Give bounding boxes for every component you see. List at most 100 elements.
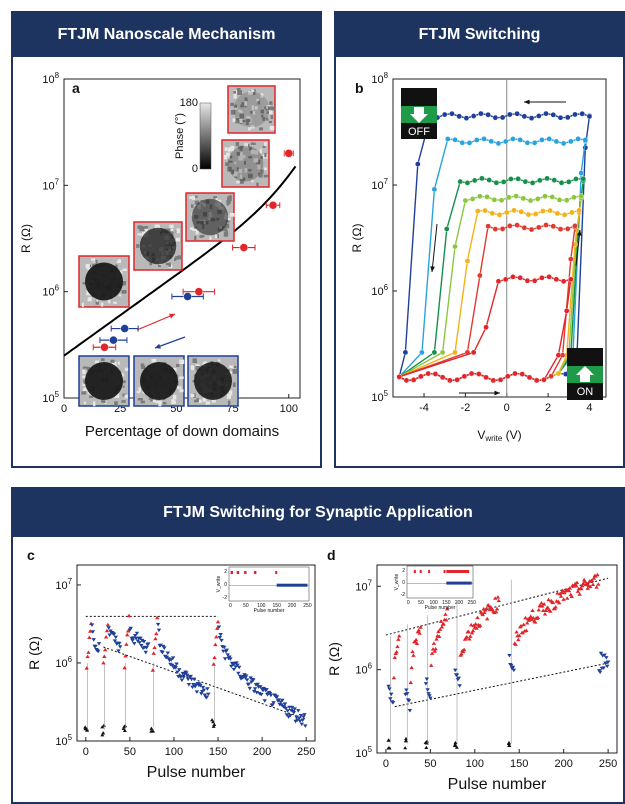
b-loop-point xyxy=(470,113,477,119)
a-pfm-tile-speckle xyxy=(193,393,196,399)
c-depression-point xyxy=(141,640,147,644)
c-potentiation-point xyxy=(105,622,111,627)
a-pfm-tile-speckle xyxy=(246,116,251,119)
c-envelope-line xyxy=(103,646,307,720)
d-potentiation-point xyxy=(418,625,423,629)
c-depression-point xyxy=(264,688,269,692)
c-ytick-label: 106 xyxy=(55,655,72,670)
c-depression-point xyxy=(170,663,175,668)
b-loop-point xyxy=(504,373,511,380)
b-loop-point xyxy=(511,207,517,214)
a-pfm-tile-speckle xyxy=(192,380,195,383)
d-potentiation-point xyxy=(533,620,538,624)
d-reset-point xyxy=(506,740,511,745)
c-depression-point xyxy=(168,662,173,667)
a-pfm-tile-speckle xyxy=(202,398,207,402)
b-loop-point xyxy=(425,370,431,377)
a-pfm-tile-speckle xyxy=(151,400,156,403)
d-depression-point xyxy=(602,653,607,658)
b-loop-point xyxy=(415,161,421,167)
b-on-inset-bottom xyxy=(567,383,603,400)
c-depression-point xyxy=(112,639,118,643)
d-potentiation-point xyxy=(474,626,479,630)
c-depression-point xyxy=(205,687,210,691)
b-loop-point xyxy=(499,226,506,232)
b-loop-point xyxy=(485,223,491,229)
b-loop-point xyxy=(502,276,509,283)
a-pfm-tile-speckle xyxy=(118,294,122,297)
c-inset-ytick-label: 2 xyxy=(224,569,227,575)
b-on-label: ON xyxy=(577,386,594,398)
c-depression-point xyxy=(271,701,276,705)
b-loop-point xyxy=(500,179,507,185)
a-pfm-tile-speckle xyxy=(95,260,98,265)
b-off-inset-bottom xyxy=(401,123,437,139)
a-pfm-tile-speckle xyxy=(260,109,265,114)
b-loop-point xyxy=(481,136,487,142)
a-pfm-tile-speckle xyxy=(254,106,258,110)
d-depression-point xyxy=(598,651,604,656)
a-pfm-tile-speckle xyxy=(229,371,235,374)
b-arrow xyxy=(575,229,581,267)
c-potentiation-point xyxy=(101,660,106,665)
a-pfm-tile-domain xyxy=(139,227,177,265)
a-pfm-tile-speckle xyxy=(121,289,127,294)
c-depression-point xyxy=(296,716,302,720)
d-inset-xtick-label: 50 xyxy=(418,600,424,606)
c-depression-point xyxy=(194,690,200,694)
a-pfm-tile-speckle xyxy=(194,235,197,241)
d-depression-point xyxy=(453,668,458,673)
c-depression-point xyxy=(173,666,178,670)
c-potentiation-point xyxy=(85,654,90,659)
c-depression-point xyxy=(116,649,121,653)
b-loop-point xyxy=(579,110,586,117)
b-loop-point xyxy=(403,377,410,384)
d-potentiation-point xyxy=(582,579,588,583)
a-pfm-tile-speckle xyxy=(145,228,149,234)
a-pfm-tile-speckle xyxy=(239,122,242,125)
b-loop-point xyxy=(492,226,499,232)
a-xtick-label: 0 xyxy=(61,403,67,415)
a-pfm-tile-domain xyxy=(233,91,270,128)
c-depression-point xyxy=(139,644,144,648)
d-potentiation-point xyxy=(581,581,586,586)
c-depression-point xyxy=(280,698,285,703)
c-potentiation-point xyxy=(151,651,156,655)
d-potentiation-point xyxy=(468,634,473,638)
d-reset-point xyxy=(454,745,459,749)
a-pfm-tile-speckle xyxy=(227,154,231,159)
a-ytick-label: 106 xyxy=(42,284,59,299)
d-potentiation-point xyxy=(493,596,498,600)
b-loop-point xyxy=(510,136,516,142)
c-depression-point xyxy=(219,638,224,643)
d-potentiation-point xyxy=(391,675,397,680)
d-potentiation-point xyxy=(557,600,562,605)
a-pfm-tile-speckle xyxy=(190,365,195,371)
d-depression-point xyxy=(427,694,432,698)
d-potentiation-point xyxy=(433,646,438,651)
a-pfm-tile-speckle xyxy=(256,98,260,102)
c-inset-pulse-band xyxy=(253,571,257,574)
d-potentiation-point xyxy=(526,618,532,622)
c-xtick-label: 100 xyxy=(165,746,183,758)
a-pfm-tile-speckle xyxy=(119,270,123,274)
b-loop-point xyxy=(526,374,533,381)
a-pfm-tile-speckle xyxy=(238,109,242,112)
a-pfm-tile-speckle xyxy=(233,365,237,371)
a-pfm-tile-speckle xyxy=(259,127,263,131)
a-pfm-tile-speckle xyxy=(189,196,195,200)
b-loop-point xyxy=(522,178,529,185)
b-loop-point xyxy=(549,194,556,200)
b-loop-point xyxy=(439,374,446,381)
d-potentiation-point xyxy=(475,615,480,620)
d-envelope-line xyxy=(394,662,609,708)
a-pfm-tile-speckle xyxy=(253,158,259,163)
c-depression-point xyxy=(130,638,135,643)
a-pfm-tile-speckle xyxy=(87,267,91,270)
a-data-point xyxy=(284,149,293,158)
d-depression-point xyxy=(603,661,608,666)
c-depression-point xyxy=(227,655,232,660)
d-reset-point xyxy=(403,746,408,750)
a-pfm-tile-speckle xyxy=(174,257,177,262)
b-loop-point xyxy=(528,226,535,233)
